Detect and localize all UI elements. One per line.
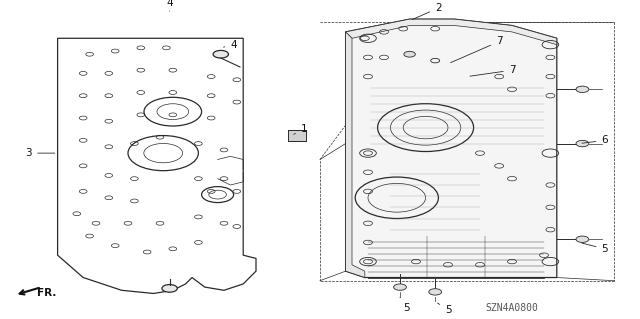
Text: 5: 5: [438, 303, 451, 315]
Circle shape: [394, 284, 406, 290]
Polygon shape: [346, 19, 557, 45]
Bar: [368, 236, 544, 278]
Text: 7: 7: [470, 65, 515, 76]
Text: 7: 7: [451, 36, 502, 63]
Circle shape: [576, 140, 589, 147]
Circle shape: [576, 86, 589, 93]
Text: 3: 3: [26, 148, 55, 158]
Circle shape: [429, 289, 442, 295]
Text: 1: 1: [294, 124, 307, 134]
Polygon shape: [346, 32, 365, 278]
Text: SZN4A0800: SZN4A0800: [486, 303, 538, 313]
Text: 4: 4: [223, 40, 237, 50]
Text: 2: 2: [412, 3, 442, 19]
Polygon shape: [346, 19, 557, 278]
Bar: [288, 130, 306, 141]
Text: FR.: FR.: [37, 288, 56, 298]
Circle shape: [213, 50, 228, 58]
Circle shape: [576, 236, 589, 242]
Circle shape: [162, 285, 177, 292]
Text: 5: 5: [582, 243, 608, 254]
Text: 5: 5: [400, 297, 410, 313]
Text: 4: 4: [166, 0, 173, 11]
Text: 6: 6: [582, 135, 608, 145]
Circle shape: [404, 51, 415, 57]
